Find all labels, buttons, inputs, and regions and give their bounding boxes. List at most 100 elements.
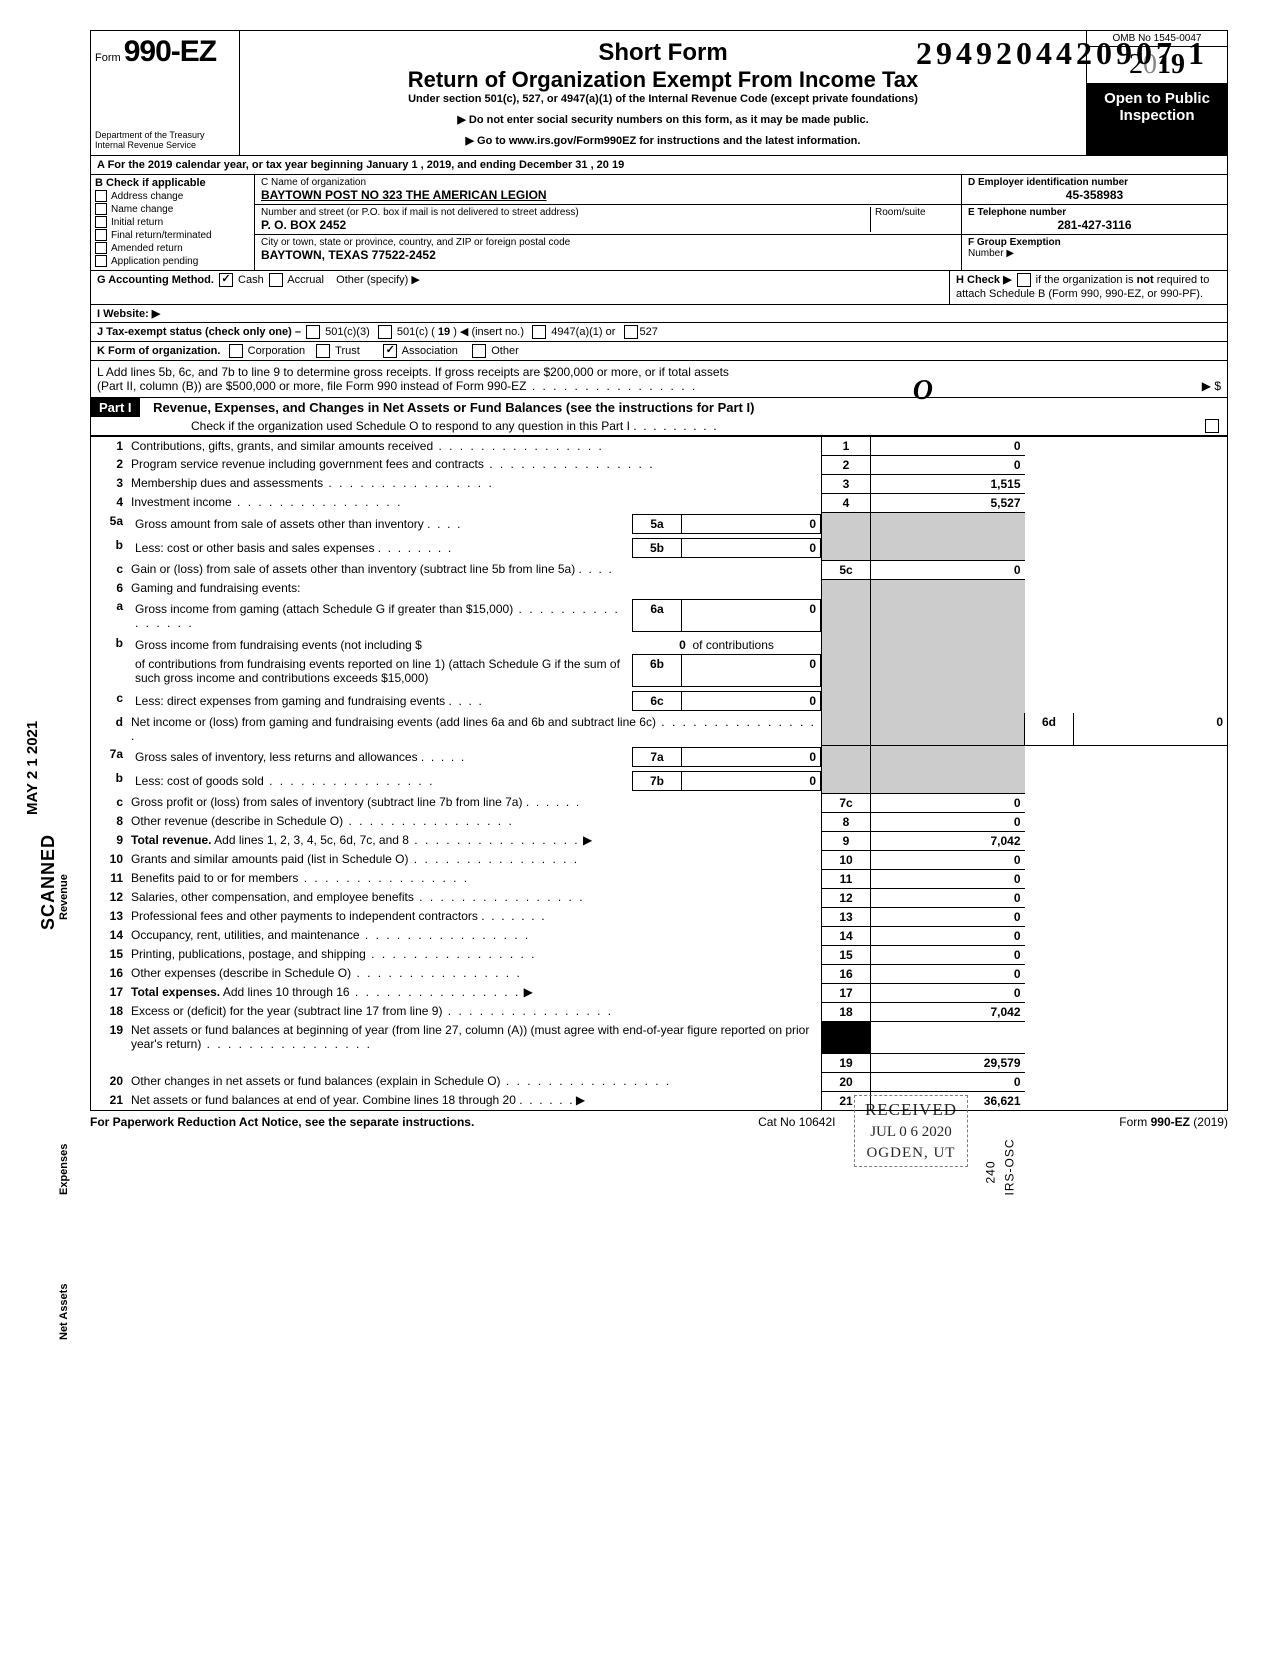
checkbox-icon[interactable]: [95, 190, 107, 202]
line-num: 14: [91, 926, 128, 945]
b-item-amended: Amended return: [95, 242, 250, 254]
line-desc: Grants and similar amounts paid (list in…: [127, 850, 822, 869]
line-num: 6: [91, 579, 128, 597]
line-num: 2: [91, 455, 128, 474]
checkbox-icon[interactable]: [95, 255, 107, 267]
sub-box: 6b: [633, 655, 682, 687]
j-501c3-label: 501(c)(3): [325, 326, 370, 338]
k-other-checkbox[interactable]: [472, 344, 486, 358]
part-1-schedule-o-checkbox[interactable]: [1205, 419, 1219, 433]
j-4947-checkbox[interactable]: [532, 325, 546, 339]
line-3: 3Membership dues and assessments31,515: [91, 474, 1228, 493]
dept-line-2: Internal Revenue Service: [95, 141, 235, 151]
k-corp-checkbox[interactable]: [229, 344, 243, 358]
checkbox-icon[interactable]: [95, 216, 107, 228]
g-cash-checkbox[interactable]: ✓: [219, 273, 233, 287]
sub-box: 7b: [633, 772, 682, 791]
b-label: Final return/terminated: [111, 230, 212, 241]
row-a-calendar-year: A For the 2019 calendar year, or tax yea…: [90, 155, 1228, 175]
sub-val: 0: [682, 748, 821, 767]
line-11: 11Benefits paid to or for members110: [91, 869, 1228, 888]
checkbox-icon[interactable]: [95, 203, 107, 215]
line-12: 12Salaries, other compensation, and empl…: [91, 888, 1228, 907]
box-num: 17: [822, 983, 871, 1002]
form-page: 2949204420907 1 Form 990-EZ Department o…: [0, 0, 1288, 1153]
line-21: 21Net assets or fund balances at end of …: [91, 1091, 1228, 1110]
desc-text: Gross profit or (loss) from sales of inv…: [131, 795, 522, 809]
gray-block: [822, 579, 871, 745]
line-desc: Other revenue (describe in Schedule O): [127, 812, 822, 831]
col-c-org-info: C Name of organization BAYTOWN POST NO 3…: [255, 175, 961, 270]
desc-text: Printing, publications, postage, and shi…: [131, 947, 366, 961]
box-val: 0: [871, 560, 1025, 579]
scanned-stamp: SCANNED: [38, 834, 59, 930]
line-5b: b Less: cost or other basis and sales ex…: [91, 536, 1228, 560]
box-num: 7c: [822, 793, 871, 812]
b-item-pending: Application pending: [95, 255, 250, 267]
line-num: b: [91, 536, 128, 560]
b-label: Application pending: [111, 256, 198, 267]
box-num: 11: [822, 869, 871, 888]
k-assoc-checkbox[interactable]: ✓: [383, 344, 397, 358]
line-desc: Excess or (deficit) for the year (subtra…: [127, 1002, 822, 1021]
box-num: 10: [822, 850, 871, 869]
handwritten-o: O: [913, 375, 933, 407]
desc-text: Occupancy, rent, utilities, and maintena…: [131, 928, 360, 942]
line-6d: dNet income or (loss) from gaming and fu…: [91, 713, 1228, 745]
k-trust-checkbox[interactable]: [316, 344, 330, 358]
c-city-cell: City or town, state or province, country…: [255, 235, 961, 264]
gray-block: [822, 512, 871, 560]
row-j: J Tax-exempt status (check only one) – 5…: [90, 323, 1228, 342]
g-accrual-checkbox[interactable]: [269, 273, 283, 287]
f-cell: F Group Exemption Number ▶: [962, 235, 1227, 261]
j-527-checkbox[interactable]: [624, 325, 638, 339]
desc-text: Net income or (loss) from gaming and fun…: [131, 715, 656, 729]
j-501c-checkbox[interactable]: [378, 325, 392, 339]
g-accounting: G Accounting Method. ✓ Cash Accrual Othe…: [91, 271, 949, 304]
line-desc: Professional fees and other payments to …: [127, 907, 822, 926]
line-8: 8Other revenue (describe in Schedule O)8…: [91, 812, 1228, 831]
line-20: 20Other changes in net assets or fund ba…: [91, 1072, 1228, 1091]
j-501c3-checkbox[interactable]: [306, 325, 320, 339]
dots: [501, 1074, 672, 1088]
line-desc: Gaming and fundraising events:: [127, 579, 822, 597]
checkbox-icon[interactable]: [95, 242, 107, 254]
h-checkbox[interactable]: [1017, 273, 1031, 287]
j-527-label: 527: [640, 326, 658, 338]
box-num: 16: [822, 964, 871, 983]
line-desc: Gross income from fundraising events (no…: [127, 634, 822, 689]
line-num: 12: [91, 888, 128, 907]
dots: [343, 814, 514, 828]
desc-text: Professional fees and other payments to …: [131, 909, 478, 923]
desc-text: Gross income from gaming (attach Schedul…: [135, 602, 513, 616]
checkbox-icon[interactable]: [95, 229, 107, 241]
d-value: 45-358983: [968, 188, 1221, 202]
line-desc: Membership dues and assessments: [127, 474, 822, 493]
dots: [408, 852, 579, 866]
sub-box: 7a: [633, 748, 682, 767]
desc-text: Other revenue (describe in Schedule O): [131, 814, 343, 828]
sub-box: 5b: [633, 539, 682, 558]
box-num: 12: [822, 888, 871, 907]
box-val: 0: [1074, 713, 1228, 745]
b-label: Initial return: [111, 217, 163, 228]
form-note-ssn: ▶ Do not enter social security numbers o…: [248, 113, 1078, 126]
line-6a: a Gross income from gaming (attach Sched…: [91, 597, 1228, 634]
line-num: 5a: [91, 512, 128, 536]
col-b-checkboxes: B Check if applicable Address change Nam…: [91, 175, 255, 270]
line-desc: Benefits paid to or for members: [127, 869, 822, 888]
footer-form-bold: 990-EZ: [1151, 1115, 1190, 1129]
box-val-empty: [871, 1021, 1025, 1053]
line-desc: Less: direct expenses from gaming and fu…: [127, 689, 822, 713]
footer-cat-no: Cat No 10642I: [758, 1115, 835, 1129]
dots: [442, 1004, 613, 1018]
c-addr-label: Number and street (or P.O. box if mail i…: [261, 207, 870, 218]
box-val: 0: [871, 812, 1025, 831]
line-num: 18: [91, 1002, 128, 1021]
desc-text: Gross amount from sale of assets other t…: [135, 517, 424, 531]
k-corp-label: Corporation: [248, 345, 305, 357]
line-14: 14Occupancy, rent, utilities, and mainte…: [91, 926, 1228, 945]
line-num: 13: [91, 907, 128, 926]
b-item-initial-return: Initial return: [95, 216, 250, 228]
line-num: [91, 1053, 128, 1072]
